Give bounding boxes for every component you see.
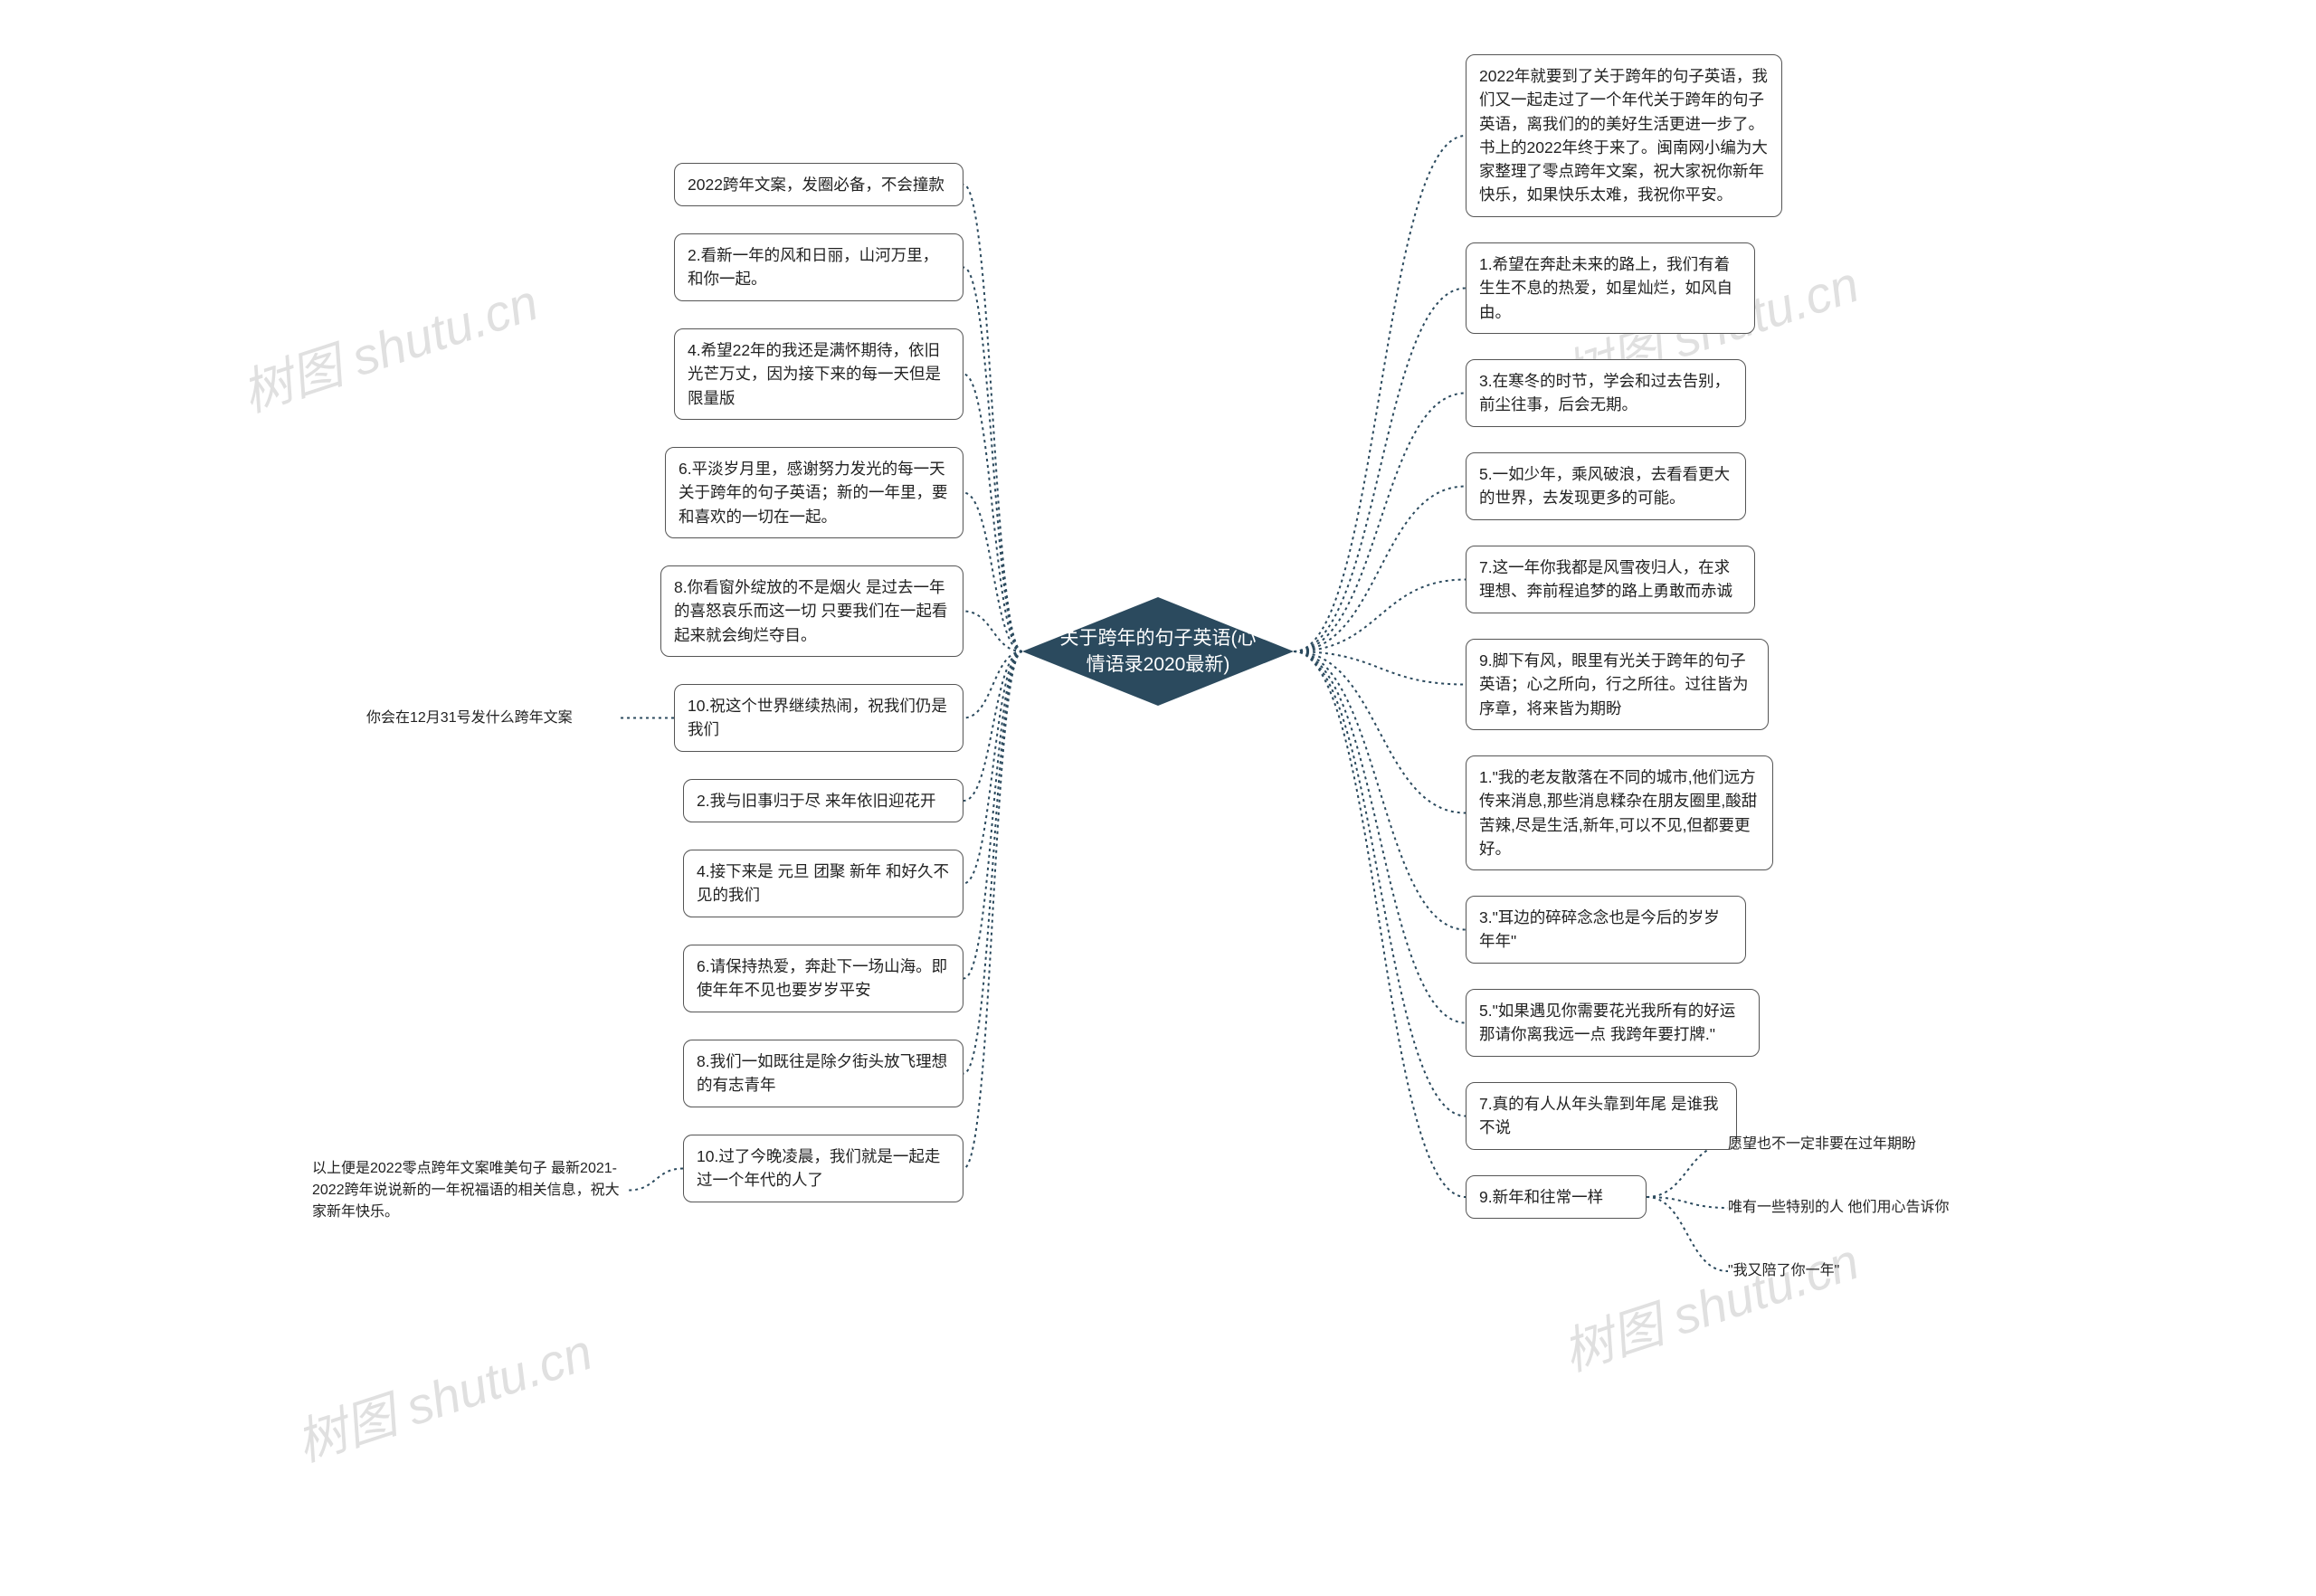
left-node-2: 4.希望22年的我还是满怀期待，依旧光芒万丈，因为接下来的每一天但是限量版 bbox=[674, 328, 963, 420]
right-node-6: 1."我的老友散落在不同的城市,他们远方传来消息,那些消息糅杂在朋友圈里,酸甜苦… bbox=[1466, 755, 1773, 870]
right-node-10: 9.新年和往常一样 bbox=[1466, 1175, 1647, 1219]
left-node-3: 6.平淡岁月里，感谢努力发光的每一天关于跨年的句子英语；新的一年里，要和喜欢的一… bbox=[665, 447, 963, 538]
connector-layer bbox=[0, 0, 2316, 1596]
left-leaf-l10: 以上便是2022零点跨年文案唯美句子 最新2021-2022跨年说说新的一年祝福… bbox=[312, 1158, 629, 1223]
right-node-1: 1.希望在奔赴未来的路上，我们有着生生不息的热爱，如星灿烂，如风自由。 bbox=[1466, 242, 1755, 334]
left-node-4: 8.你看窗外绽放的不是烟火 是过去一年的喜怒哀乐而这一切 只要我们在一起看起来就… bbox=[660, 565, 963, 657]
right-node-5: 9.脚下有风，眼里有光关于跨年的句子英语；心之所向，行之所往。过往皆为序章，将来… bbox=[1466, 639, 1769, 730]
left-node-9: 8.我们一如既往是除夕街头放飞理想的有志青年 bbox=[683, 1040, 963, 1107]
left-node-1: 2.看新一年的风和日丽，山河万里，和你一起。 bbox=[674, 233, 963, 301]
left-node-5: 10.祝这个世界继续热闹，祝我们仍是我们 bbox=[674, 684, 963, 752]
left-node-7: 4.接下来是 元旦 团聚 新年 和好久不见的我们 bbox=[683, 850, 963, 917]
left-node-6: 2.我与旧事归于尽 来年依旧迎花开 bbox=[683, 779, 963, 822]
right-node-3: 5.一如少年，乘风破浪，去看看更大的世界，去发现更多的可能。 bbox=[1466, 452, 1746, 520]
right-leaf-10-1: 唯有一些特别的人 他们用心告诉你 bbox=[1728, 1197, 2017, 1219]
left-node-10: 10.过了今晚凌晨，我们就是一起走过一个年代的人了 bbox=[683, 1135, 963, 1202]
right-node-2: 3.在寒冬的时节，学会和过去告别，前尘往事，后会无期。 bbox=[1466, 359, 1746, 427]
right-leaf-10-2: "我又陪了你一年" bbox=[1728, 1260, 2017, 1282]
right-node-0: 2022年就要到了关于跨年的句子英语，我们又一起走过了一个年代关于跨年的句子英语… bbox=[1466, 54, 1782, 217]
right-node-8: 5."如果遇见你需要花光我所有的好运 那请你离我远一点 我跨年要打牌." bbox=[1466, 989, 1760, 1057]
right-node-7: 3."耳边的碎碎念念也是今后的岁岁年年" bbox=[1466, 896, 1746, 964]
left-leaf-l5: 你会在12月31号发什么跨年文案 bbox=[366, 708, 620, 729]
right-node-4: 7.这一年你我都是风雪夜归人，在求理想、奔前程追梦的路上勇敢而赤诚 bbox=[1466, 546, 1755, 613]
center-node: 关于跨年的句子英语(心情语录2020最新) bbox=[1022, 597, 1294, 706]
right-leaf-10-0: 愿望也不一定非要在过年期盼 bbox=[1728, 1134, 2017, 1155]
left-node-0: 2022跨年文案，发圈必备，不会撞款 bbox=[674, 163, 963, 206]
right-node-9: 7.真的有人从年头靠到年尾 是谁我不说 bbox=[1466, 1082, 1737, 1150]
left-node-8: 6.请保持热爱，奔赴下一场山海。即使年年不见也要岁岁平安 bbox=[683, 945, 963, 1012]
center-label: 关于跨年的句子英语(心情语录2020最新) bbox=[1058, 625, 1258, 679]
